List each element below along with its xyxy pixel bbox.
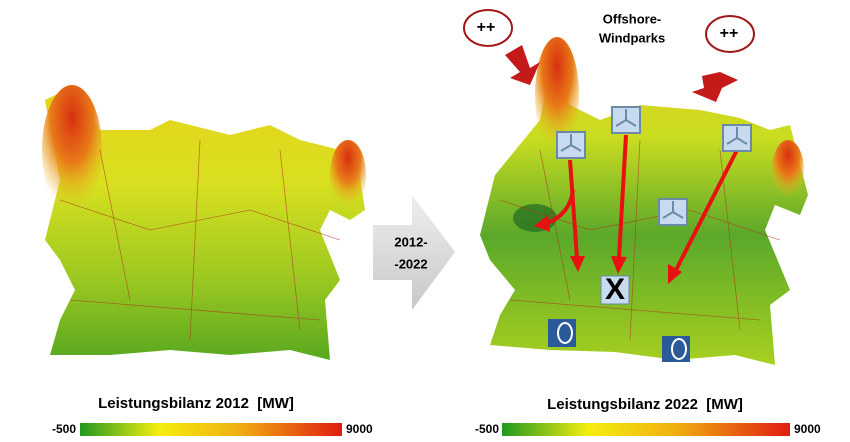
germany-surface xyxy=(480,42,808,365)
highlight-circle xyxy=(463,9,513,47)
storage-icon xyxy=(548,319,576,347)
map-2012 xyxy=(42,85,366,360)
scale-min: -500 xyxy=(475,422,499,436)
block-arrow xyxy=(692,72,738,102)
arrowhead xyxy=(570,256,585,272)
map-2022: ++ ++ Offshore- Windparks X xyxy=(463,9,808,365)
scale-min: -500 xyxy=(52,422,76,436)
block-arrow xyxy=(505,45,540,85)
highlight-circle xyxy=(705,15,755,53)
turbine-icon xyxy=(658,198,688,226)
arrow-label: 2012- xyxy=(394,234,427,249)
turbine-icons xyxy=(556,106,752,226)
arrowhead xyxy=(534,215,550,232)
storage-icon xyxy=(662,336,690,362)
map-title: Leistungsbilanz 2022 [MW] xyxy=(547,396,743,413)
arrow-shape xyxy=(373,195,455,310)
annotation: X xyxy=(605,273,625,306)
arrow-label: -2022 xyxy=(394,256,427,271)
turbine-icon xyxy=(611,106,641,134)
transition-arrow: 2012- -2022 xyxy=(373,195,455,310)
scale-max: 9000 xyxy=(346,422,373,436)
map-title: Leistungsbilanz 2012 [MW] xyxy=(98,395,294,412)
arrowhead xyxy=(668,264,682,284)
flow-arrow xyxy=(617,134,628,259)
peak xyxy=(42,85,102,215)
peak xyxy=(330,140,366,210)
flow-arrow xyxy=(568,159,579,259)
scale-max: 9000 xyxy=(794,422,821,436)
flow-arrow xyxy=(674,149,739,271)
flow-arrow xyxy=(544,189,575,226)
flow-arrows xyxy=(534,134,739,284)
turbine-icon xyxy=(556,131,586,159)
annotation: ++ xyxy=(477,19,496,36)
annotation: Offshore- xyxy=(603,11,662,26)
arrowhead xyxy=(611,256,627,274)
annotation: Windparks xyxy=(599,30,665,45)
power-lines xyxy=(499,139,781,341)
turbine-icon xyxy=(722,124,752,152)
trough xyxy=(513,204,557,232)
peak xyxy=(535,37,579,153)
color-scale xyxy=(502,423,790,436)
blocked-box xyxy=(600,275,630,305)
peak xyxy=(772,140,804,200)
power-lines xyxy=(59,139,341,341)
color-scale xyxy=(80,423,342,436)
annotation: ++ xyxy=(720,25,739,42)
germany-surface xyxy=(45,88,365,360)
